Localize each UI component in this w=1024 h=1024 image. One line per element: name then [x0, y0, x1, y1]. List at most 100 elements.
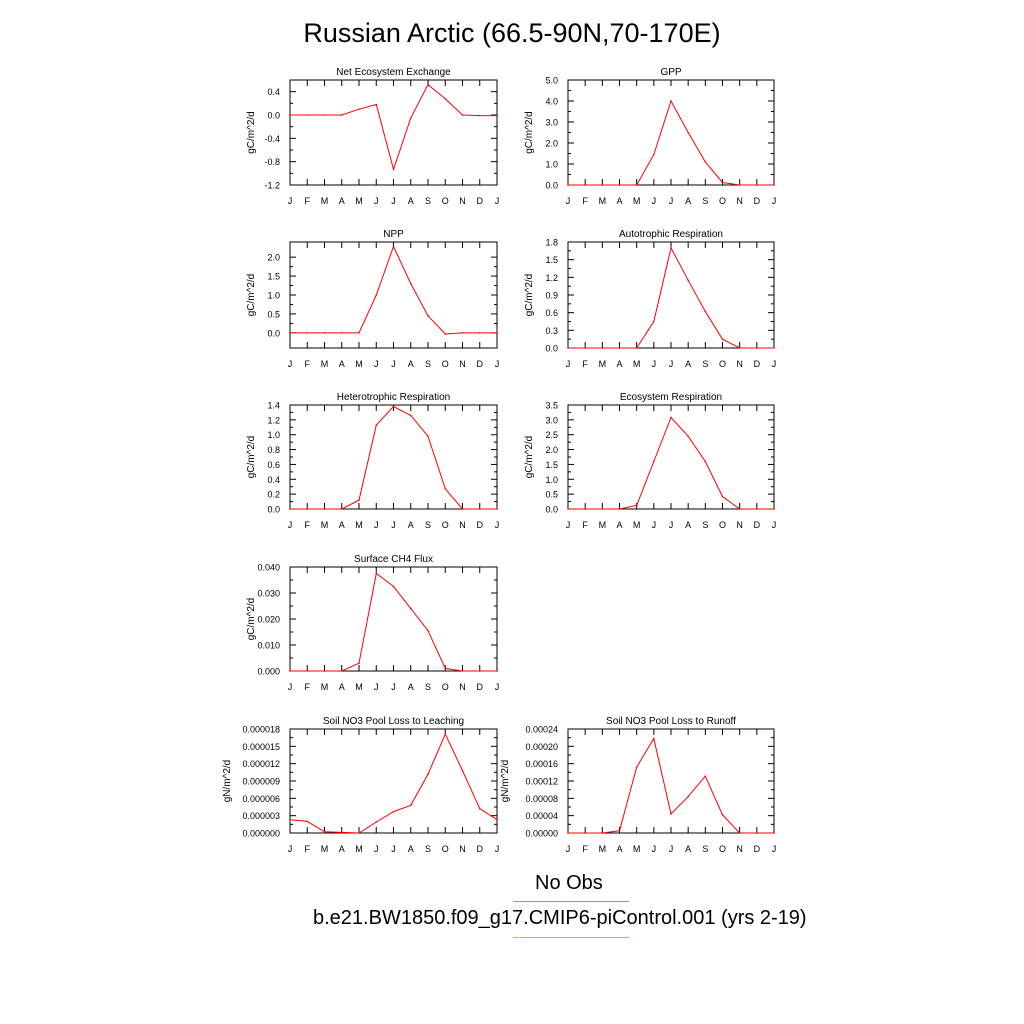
data-point [392, 405, 395, 408]
y-tick-label: -1.2 [264, 181, 280, 191]
chart-panel: Soil NO3 Pool Loss to Leaching gN/m^2/d J F… [222, 716, 499, 854]
series-line [290, 245, 497, 335]
data-point [584, 832, 586, 834]
x-tick-label: J [669, 359, 674, 369]
data-point [601, 508, 604, 510]
y-tick-label: 0.000 [257, 667, 280, 677]
y-tick-label: 2.0 [545, 139, 558, 149]
x-tick-label: A [339, 844, 345, 854]
data-point [375, 424, 378, 426]
y-tick-label: 0.0 [545, 344, 558, 354]
x-tick-label: A [685, 359, 691, 369]
y-tick-label: 0.000000 [242, 829, 280, 839]
data-point [670, 100, 672, 102]
x-tick-label: A [616, 196, 622, 206]
x-tick-label: D [477, 520, 484, 530]
data-point [323, 831, 326, 833]
x-tick-label: A [408, 520, 414, 530]
data-point [635, 766, 638, 768]
series-line [290, 572, 497, 672]
legend-obs-label: No Obs [535, 872, 603, 894]
data-point [323, 332, 326, 334]
data-point [409, 117, 412, 119]
x-tick-label: M [633, 196, 641, 206]
x-tick-label: J [391, 196, 396, 206]
data-point [409, 282, 412, 285]
y-axis-label: gC/m^2/d [524, 111, 535, 154]
panel-title: Ecosystem Respiration [620, 392, 722, 403]
data-point [306, 670, 309, 672]
panel-title: Autotrophic Respiration [619, 229, 723, 240]
data-point [567, 347, 569, 349]
data-point [618, 830, 621, 832]
data-point [444, 97, 447, 100]
plot-frame [289, 404, 498, 510]
data-point [427, 629, 429, 632]
data-point [773, 347, 775, 349]
x-tick-label: S [425, 844, 431, 854]
data-point [478, 332, 481, 334]
x-tick-label: M [355, 196, 363, 206]
y-tick-label: 3.5 [545, 401, 558, 411]
data-point [444, 733, 447, 735]
x-tick-label: D [477, 359, 484, 369]
y-tick-label: 0.00020 [525, 742, 558, 752]
x-tick-label: N [736, 520, 743, 530]
data-point [670, 813, 672, 815]
data-point [289, 670, 291, 672]
x-tick-label: D [754, 359, 761, 369]
y-tick-label: 0.000009 [242, 777, 280, 787]
plot-frame [567, 241, 775, 349]
y-tick-label: 1.0 [545, 475, 558, 485]
data-point [306, 508, 309, 510]
data-point [635, 184, 638, 186]
x-tick-label: O [719, 844, 726, 854]
x-tick-label: J [288, 682, 293, 692]
x-tick-label: S [425, 359, 431, 369]
y-tick-label: 2.0 [545, 445, 558, 455]
y-tick-label: 0.6 [267, 460, 280, 470]
x-tick-label: M [321, 682, 329, 692]
x-tick-label: J [391, 359, 396, 369]
x-tick-label: J [566, 844, 571, 854]
data-point [306, 114, 309, 116]
x-tick-label: J [669, 196, 674, 206]
y-tick-label: 0.0 [267, 328, 280, 338]
data-point [721, 181, 724, 184]
series-line [289, 732, 498, 834]
x-tick-label: J [772, 196, 777, 206]
x-tick-label: J [652, 520, 657, 530]
data-point [687, 795, 689, 798]
x-tick-label: J [772, 359, 777, 369]
x-tick-label: M [599, 520, 607, 530]
data-point [427, 435, 429, 438]
panel-title: GPP [660, 67, 681, 78]
data-point [738, 184, 741, 186]
x-tick-label: N [736, 359, 743, 369]
x-tick-label: O [442, 196, 449, 206]
data-point [461, 670, 464, 672]
series-line [568, 99, 774, 186]
y-tick-label: 0.00012 [525, 777, 558, 787]
data-point [584, 184, 586, 186]
data-point [653, 153, 655, 156]
data-point [323, 670, 326, 672]
x-tick-label: M [321, 359, 329, 369]
x-tick-label: J [772, 520, 777, 530]
panel-title: Net Ecosystem Exchange [336, 67, 451, 78]
y-tick-label: 1.2 [545, 273, 558, 283]
x-tick-label: N [736, 196, 743, 206]
x-tick-label: A [408, 196, 414, 206]
x-tick-label: F [305, 682, 311, 692]
x-tick-label: S [702, 520, 708, 530]
x-tick-label: F [582, 196, 588, 206]
data-point [496, 818, 498, 821]
series-line [290, 405, 497, 510]
x-tick-label: A [616, 359, 622, 369]
data-point [427, 83, 429, 86]
data-point [721, 495, 724, 498]
y-tick-label: 2.5 [545, 430, 558, 440]
